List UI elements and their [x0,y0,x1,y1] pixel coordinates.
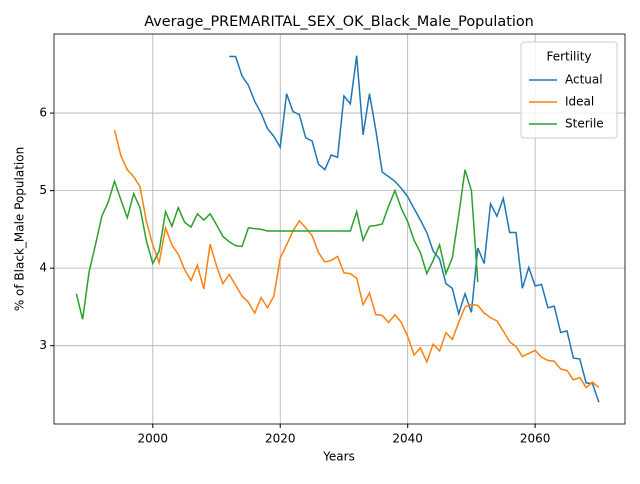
y-tick-label: 4 [39,261,47,275]
legend-label: Actual [565,73,603,87]
x-axis-label: Years [322,450,355,464]
legend-title: Fertility [546,50,591,64]
x-tick-label: 2000 [138,432,169,446]
legend-box [520,41,618,139]
y-tick-label: 6 [39,106,47,120]
y-tick-label: 3 [39,338,47,352]
legend-label: Sterile [565,117,604,131]
plot-frame [53,33,626,425]
x-tick-label: 2020 [265,432,296,446]
series-line [75,169,479,320]
chart-title: Average_PREMARITAL_SEX_OK_Black_Male_Pop… [144,14,534,30]
legend-label: Ideal [565,95,594,109]
y-axis-label: % of Black_Male Population [13,147,27,311]
series-line [229,55,600,403]
series-line [113,129,600,389]
x-tick-label: 2060 [520,432,551,446]
y-tick-label: 5 [39,183,47,197]
x-tick-label: 2040 [392,432,423,446]
